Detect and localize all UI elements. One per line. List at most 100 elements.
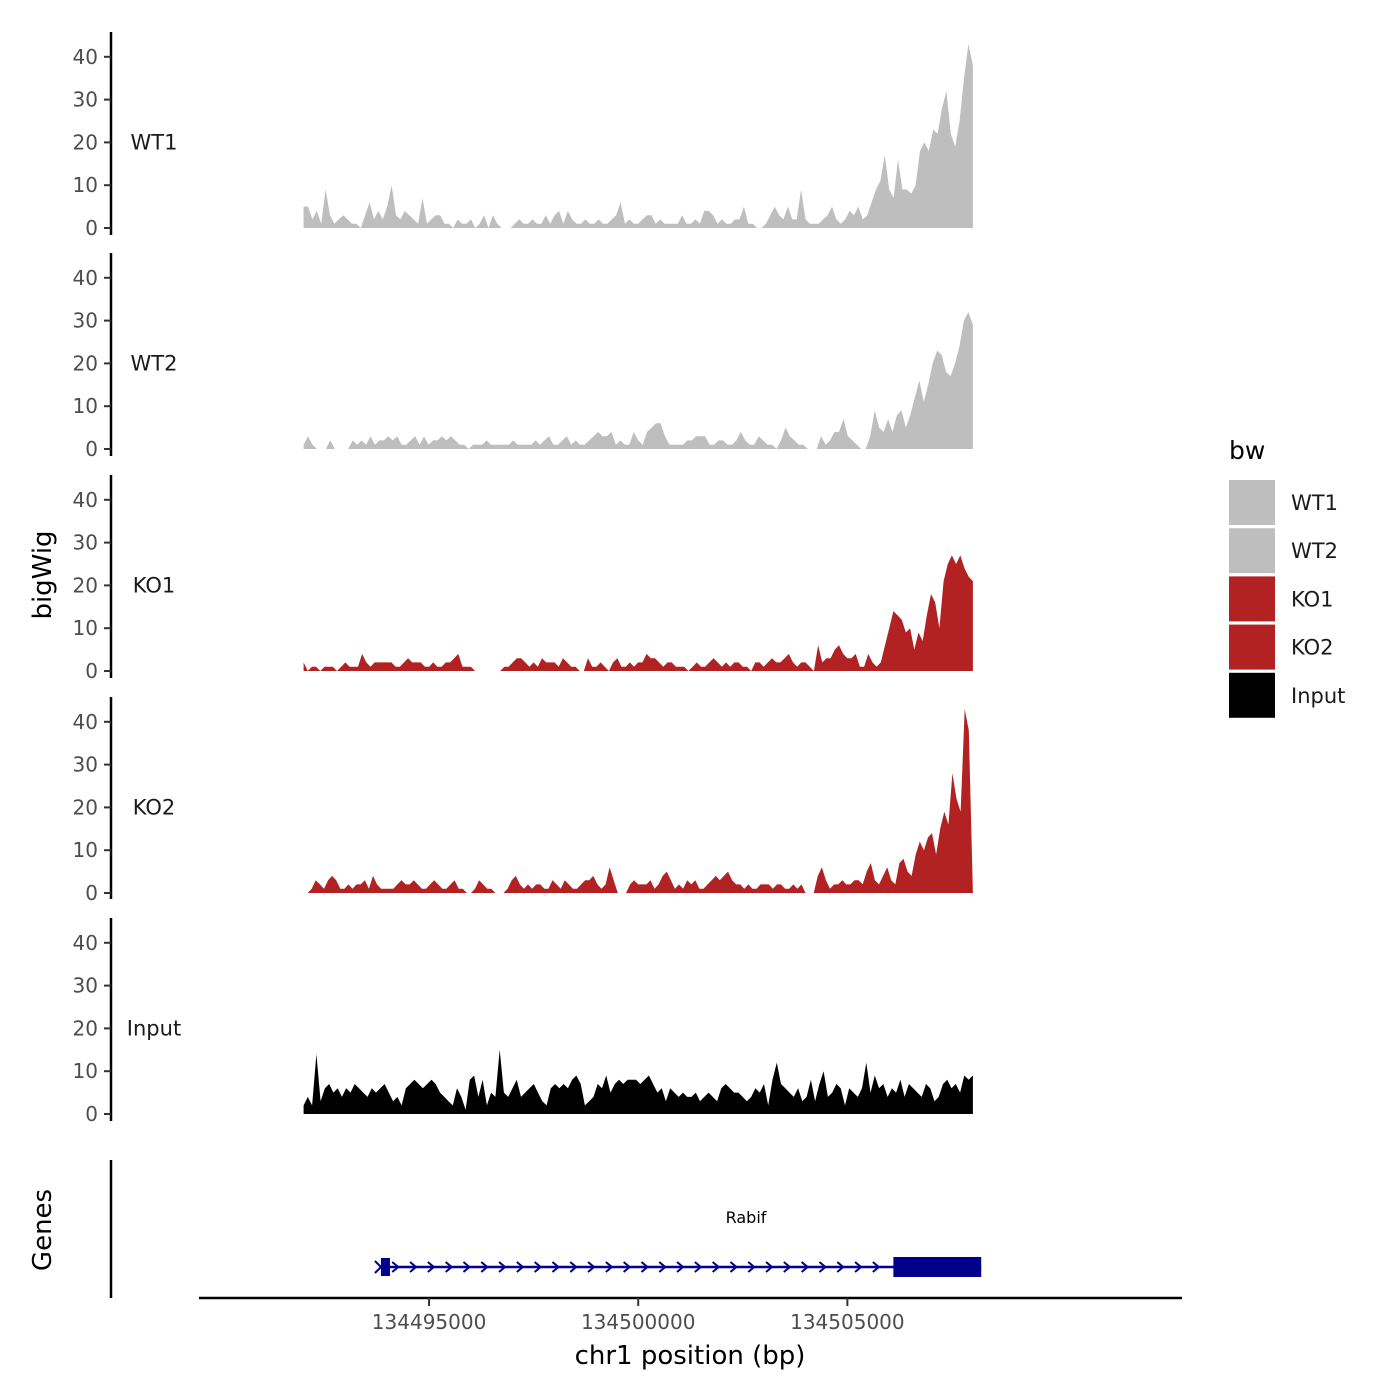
strand-arrow [694,1261,703,1273]
legend-item-input: Input [1229,672,1345,718]
area-wt2 [303,312,973,449]
y-tick-label: 20 [73,351,98,375]
strand-arrow [462,1261,471,1273]
track-ko1: 0 10 20 30 40 KO1 [73,475,973,683]
signal-tracks: 0 10 20 30 40 WT1 0 10 20 30 40 WT2 0 10 20 30 40 KO1 0 10 2… [73,32,973,1126]
track-wt1: 0 10 20 30 40 WT1 [73,32,973,240]
y-tick-label: 30 [73,531,98,555]
y-tick-label: 30 [73,753,98,777]
y-tick-label: 20 [73,795,98,819]
area-wt1 [303,44,973,228]
x-tick-label: 134500000 [581,1310,696,1334]
y-tick-label: 10 [73,394,98,418]
area-input [303,1049,973,1114]
strand-arrow [872,1261,881,1273]
y-tick-label: 0 [85,437,98,461]
legend-item-ko2: KO2 [1229,624,1334,670]
y-tick-label: 0 [85,216,98,240]
legend-swatch [1229,576,1275,622]
x-tick-label: 134495000 [372,1310,487,1334]
legend-label: KO2 [1291,636,1334,660]
strand-arrow [640,1261,649,1273]
strand-arrow [498,1261,507,1273]
strand-arrow [551,1261,560,1273]
strand-arrow [587,1261,596,1273]
area-ko2 [303,709,973,893]
strand-arrow [569,1261,578,1273]
strand-arrow [391,1261,400,1273]
y-tick-label: 10 [73,173,98,197]
strand-arrow [818,1261,827,1273]
legend-swatch [1229,480,1275,525]
strand-arrow [444,1261,454,1273]
y-tick-label: 40 [73,931,98,955]
y-tick-label: 40 [73,266,98,290]
legend-label: WT2 [1291,539,1338,563]
track-label: KO2 [133,795,176,819]
legend-item-wt1: WT1 [1229,480,1338,525]
area-ko1 [303,555,973,671]
strand-arrow [409,1261,418,1273]
strand-arrow [747,1261,756,1273]
legend-item-wt2: WT2 [1229,528,1338,574]
y-tick-label: 30 [73,309,98,333]
track-wt2: 0 10 20 30 40 WT2 [73,253,973,461]
gene-exon [893,1257,982,1277]
y-tick-label: 10 [73,616,98,640]
x-tick-label: 134505000 [790,1310,905,1334]
legend-swatch [1229,624,1275,670]
y-axis-title: bigWig [28,530,58,619]
strand-arrow [605,1261,614,1273]
y-tick-label: 40 [73,45,98,69]
gene-rabif: Rabif [374,1208,982,1277]
legend-item-ko1: KO1 [1229,576,1334,622]
strand-arrow [622,1261,632,1273]
track-label: Input [127,1016,181,1040]
strand-arrow [516,1261,525,1273]
y-tick-label: 10 [73,838,98,862]
strand-arrow [765,1261,774,1273]
gene-label: Rabif [726,1208,767,1227]
gene-exon [380,1258,390,1276]
strand-arrow [711,1261,721,1273]
y-tick-label: 0 [85,659,98,683]
track-label: KO1 [133,573,176,597]
gene-track-title: Genes [28,1189,58,1271]
track-input: 0 10 20 30 40 Input [73,918,973,1126]
track-ko2: 0 10 20 30 40 KO2 [73,697,973,905]
y-tick-label: 10 [73,1059,98,1083]
y-tick-label: 20 [73,130,98,154]
strand-arrow [783,1261,792,1273]
strand-arrow [800,1261,810,1273]
legend: bw WT1 WT2 KO1 KO2 Input [1229,436,1345,718]
track-label: WT1 [131,130,178,154]
strand-arrow [676,1261,685,1273]
legend-swatch [1229,672,1275,718]
y-tick-label: 40 [73,488,98,512]
strand-arrow [480,1261,489,1273]
strand-arrow [836,1261,845,1273]
y-tick-label: 0 [85,881,98,905]
strand-arrow [658,1261,667,1273]
y-tick-label: 30 [73,88,98,112]
legend-swatch [1229,528,1275,574]
gene-track: Rabif [109,1160,982,1298]
legend-label: WT1 [1291,491,1338,515]
y-tick-label: 0 [85,1102,98,1126]
legend-label: Input [1291,684,1345,708]
strand-arrow [427,1261,436,1273]
y-tick-label: 20 [73,573,98,597]
y-tick-label: 40 [73,710,98,734]
y-tick-label: 30 [73,974,98,998]
strand-arrow [729,1261,738,1273]
x-axis: 134495000 134500000 134505000 [199,1296,1182,1334]
strand-arrow [533,1261,543,1273]
y-tick-label: 20 [73,1016,98,1040]
strand-arrow [854,1261,863,1273]
legend-title: bw [1229,436,1265,465]
x-axis-title: chr1 position (bp) [575,1341,806,1371]
legend-label: KO1 [1291,587,1334,611]
track-label: WT2 [131,351,178,375]
